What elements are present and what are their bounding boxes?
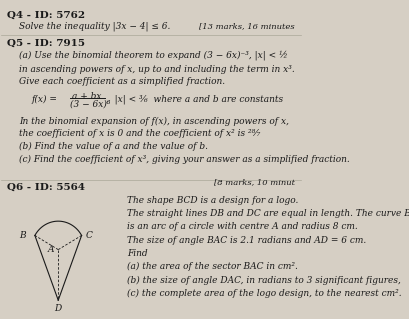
Text: (a) the area of the sector BAC in cm².: (a) the area of the sector BAC in cm². — [127, 262, 298, 271]
Text: Solve the inequality |3x − 4| ≤ 6.: Solve the inequality |3x − 4| ≤ 6. — [19, 22, 171, 32]
Text: in ascending powers of x, up to and including the term in x³.: in ascending powers of x, up to and incl… — [19, 65, 295, 74]
Text: B: B — [19, 231, 26, 240]
Text: (c) the complete area of the logo design, to the nearest cm².: (c) the complete area of the logo design… — [127, 289, 402, 298]
Text: D: D — [55, 304, 62, 313]
Text: (b) Find the value of a and the value of b.: (b) Find the value of a and the value of… — [19, 142, 208, 151]
Text: [13 marks, 16 minutes: [13 marks, 16 minutes — [199, 22, 294, 30]
Text: Find: Find — [127, 249, 148, 258]
Text: The shape BCD is a design for a logo.: The shape BCD is a design for a logo. — [127, 196, 299, 205]
Text: the coefficient of x is 0 and the coefficient of x² is ²⁸⁄₇: the coefficient of x is 0 and the coeffi… — [19, 130, 261, 138]
Text: is an arc of a circle with centre A and radius 8 cm.: is an arc of a circle with centre A and … — [127, 222, 358, 231]
Text: Q5 - ID: 7915: Q5 - ID: 7915 — [7, 39, 85, 48]
Text: Q4 - ID: 5762: Q4 - ID: 5762 — [7, 11, 85, 20]
Text: (3 − 6x)³: (3 − 6x)³ — [70, 100, 110, 108]
Text: ,  |x| < ³⁄₆  where a and b are constants: , |x| < ³⁄₆ where a and b are constants — [106, 95, 283, 104]
Text: The straight lines DB and DC are equal in length. The curve BC: The straight lines DB and DC are equal i… — [127, 209, 409, 218]
Text: In the binomial expansion of f(x), in ascending powers of x,: In the binomial expansion of f(x), in as… — [19, 117, 289, 126]
Text: Q6 - ID: 5564: Q6 - ID: 5564 — [7, 183, 85, 192]
Text: a + bx: a + bx — [72, 93, 101, 101]
Text: (a) Use the binomial theorem to expand (3 − 6x)⁻³, |x| < ½: (a) Use the binomial theorem to expand (… — [19, 50, 288, 60]
Text: [8 marks, 10 minut: [8 marks, 10 minut — [213, 178, 294, 187]
Text: (b) the size of angle DAC, in radians to 3 significant figures,: (b) the size of angle DAC, in radians to… — [127, 276, 401, 285]
Text: (c) Find the coefficient of x³, giving your answer as a simplified fraction.: (c) Find the coefficient of x³, giving y… — [19, 155, 350, 164]
Text: f(x) =: f(x) = — [31, 95, 60, 104]
Text: Give each coefficient as a simplified fraction.: Give each coefficient as a simplified fr… — [19, 77, 225, 86]
Text: The size of angle BAC is 2.1 radians and AD = 6 cm.: The size of angle BAC is 2.1 radians and… — [127, 236, 366, 245]
Text: A: A — [48, 245, 55, 254]
Text: C: C — [85, 231, 92, 240]
